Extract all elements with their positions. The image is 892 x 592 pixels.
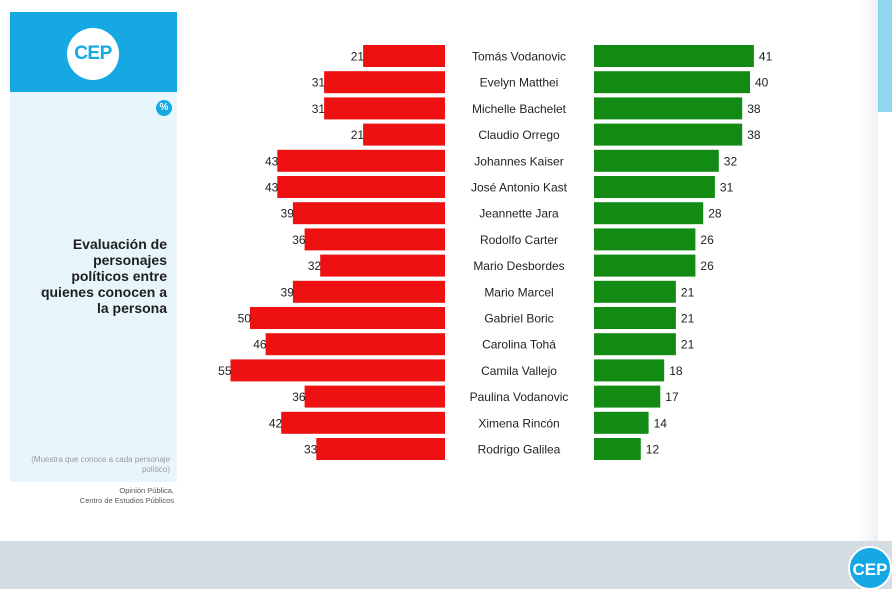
label-negative-7: 36 bbox=[292, 233, 306, 247]
bar-positive-1 bbox=[594, 71, 750, 94]
label-positive-0: 41 bbox=[759, 50, 773, 64]
bar-negative-10 bbox=[250, 307, 445, 329]
label-negative-12: 55 bbox=[218, 364, 232, 378]
label-positive-1: 40 bbox=[755, 76, 769, 90]
category-label-7: Rodolfo Carter bbox=[480, 233, 558, 247]
category-label-5: José Antonio Kast bbox=[471, 181, 568, 195]
bar-positive-11 bbox=[594, 333, 676, 356]
label-positive-5: 31 bbox=[720, 181, 734, 195]
label-negative-8: 32 bbox=[308, 259, 322, 273]
bottom-band bbox=[0, 541, 892, 589]
category-label-15: Rodrigo Galilea bbox=[478, 443, 561, 457]
bar-positive-8 bbox=[594, 254, 696, 277]
bar-negative-0 bbox=[363, 45, 445, 67]
label-positive-3: 38 bbox=[747, 128, 761, 142]
category-label-4: Johannes Kaiser bbox=[474, 154, 563, 168]
label-positive-11: 21 bbox=[681, 338, 695, 352]
bar-negative-4 bbox=[277, 149, 445, 172]
source-line-1: Opinión Pública, bbox=[119, 486, 174, 495]
bar-negative-12 bbox=[230, 359, 445, 382]
label-negative-4: 43 bbox=[265, 154, 279, 168]
label-negative-5: 43 bbox=[265, 181, 279, 195]
bar-positive-15 bbox=[594, 438, 641, 460]
bar-negative-9 bbox=[292, 280, 445, 303]
bar-positive-14 bbox=[594, 411, 649, 434]
label-positive-7: 26 bbox=[700, 233, 714, 247]
bar-negative-15 bbox=[316, 438, 445, 460]
category-label-8: Mario Desbordes bbox=[473, 259, 564, 273]
percent-icon: % bbox=[156, 100, 172, 116]
bar-negative-14 bbox=[281, 411, 445, 434]
source-line-2: Centro de Estudios Públicos bbox=[79, 496, 174, 505]
label-negative-10: 50 bbox=[238, 312, 252, 326]
label-positive-15: 12 bbox=[646, 443, 660, 457]
category-label-0: Tomás Vodanovic bbox=[472, 50, 566, 64]
category-label-11: Carolina Tohá bbox=[482, 338, 556, 352]
label-negative-13: 36 bbox=[292, 390, 306, 404]
category-label-6: Jeannette Jara bbox=[479, 207, 559, 221]
bar-negative-2 bbox=[324, 97, 445, 120]
diverging-bar-chart: 21 41 Tomás Vodanovic 31 40 Evelyn Matthei 31 3… bbox=[218, 45, 773, 460]
label-positive-13: 17 bbox=[665, 390, 679, 404]
category-label-1: Evelyn Matthei bbox=[480, 76, 559, 90]
bar-negative-5 bbox=[277, 176, 445, 198]
category-label-9: Mario Marcel bbox=[484, 285, 553, 299]
bar-negative-11 bbox=[265, 333, 445, 356]
cep-corner-logo: CEP bbox=[848, 546, 892, 590]
bar-negative-3 bbox=[363, 123, 445, 146]
label-negative-2: 31 bbox=[312, 102, 326, 116]
label-negative-14: 42 bbox=[269, 416, 283, 430]
label-positive-14: 14 bbox=[654, 416, 668, 430]
bar-positive-3 bbox=[594, 123, 743, 146]
bar-positive-2 bbox=[594, 97, 743, 120]
bar-negative-8 bbox=[320, 254, 445, 277]
label-negative-1: 31 bbox=[312, 76, 326, 90]
bar-positive-10 bbox=[594, 307, 676, 329]
bar-negative-13 bbox=[304, 385, 445, 408]
label-positive-8: 26 bbox=[700, 259, 714, 273]
category-label-3: Claudio Orrego bbox=[478, 128, 560, 142]
bar-positive-0 bbox=[594, 45, 754, 67]
right-accent-strip bbox=[878, 0, 892, 112]
sample-note: (Muestra que conoce a cada personaje pol… bbox=[31, 455, 170, 474]
category-label-13: Paulina Vodanovic bbox=[470, 390, 569, 404]
label-positive-6: 28 bbox=[708, 207, 722, 221]
label-negative-0: 21 bbox=[351, 50, 365, 64]
label-negative-6: 39 bbox=[281, 207, 295, 221]
cep-logo: CEP bbox=[67, 28, 119, 80]
label-negative-9: 39 bbox=[281, 285, 295, 299]
chart-description: Evaluación de personajes políticos entre qu… bbox=[40, 236, 167, 316]
bar-positive-5 bbox=[594, 176, 715, 198]
bar-positive-6 bbox=[594, 202, 704, 225]
sidebar-panel: CEP % Evaluación de personajes políticos e… bbox=[10, 12, 177, 482]
label-negative-3: 21 bbox=[351, 128, 365, 142]
category-label-10: Gabriel Boric bbox=[484, 312, 553, 326]
category-label-14: Ximena Rincón bbox=[478, 416, 559, 430]
bar-positive-4 bbox=[594, 149, 719, 172]
category-label-12: Camila Vallejo bbox=[481, 364, 557, 378]
source-note: Opinión Pública, Centro de Estudios Públ… bbox=[10, 486, 174, 506]
label-negative-15: 33 bbox=[304, 443, 318, 457]
label-negative-11: 46 bbox=[253, 338, 267, 352]
label-positive-10: 21 bbox=[681, 312, 695, 326]
bar-positive-7 bbox=[594, 228, 696, 251]
label-positive-2: 38 bbox=[747, 102, 761, 116]
bar-negative-1 bbox=[324, 71, 445, 94]
label-positive-9: 21 bbox=[681, 285, 695, 299]
bar-positive-12 bbox=[594, 359, 665, 382]
sidebar-header: CEP bbox=[10, 12, 177, 92]
label-positive-12: 18 bbox=[669, 364, 683, 378]
bar-negative-6 bbox=[292, 202, 445, 225]
category-label-2: Michelle Bachelet bbox=[472, 102, 567, 116]
panel-edge-shadow bbox=[858, 0, 878, 541]
label-positive-4: 32 bbox=[724, 154, 738, 168]
bar-positive-13 bbox=[594, 385, 661, 408]
bar-positive-9 bbox=[594, 280, 676, 303]
bar-negative-7 bbox=[304, 228, 445, 251]
